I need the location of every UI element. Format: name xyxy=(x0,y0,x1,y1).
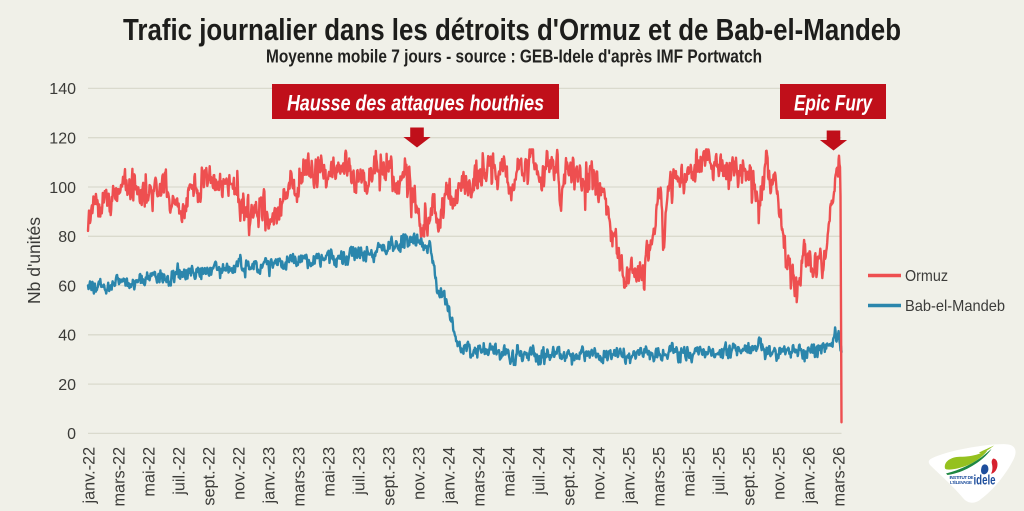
svg-text:juil.-25: juil.-25 xyxy=(710,447,728,496)
svg-text:sept.-22: sept.-22 xyxy=(200,447,218,506)
svg-text:80: 80 xyxy=(58,229,76,246)
svg-text:Hausse des attaques houthies: Hausse des attaques houthies xyxy=(287,91,544,116)
svg-text:Moyenne mobile 7 jours - sourc: Moyenne mobile 7 jours - source : GEB-Id… xyxy=(266,47,762,67)
svg-text:sept.-25: sept.-25 xyxy=(740,447,758,506)
svg-text:Epic Fury: Epic Fury xyxy=(794,91,873,116)
svg-text:20: 20 xyxy=(58,377,76,394)
svg-text:mai-23: mai-23 xyxy=(320,447,338,497)
svg-text:nov.-23: nov.-23 xyxy=(410,447,428,500)
svg-text:mai-25: mai-25 xyxy=(680,447,698,497)
svg-text:Nb d'unités: Nb d'unités xyxy=(24,217,44,304)
svg-text:40: 40 xyxy=(58,328,76,345)
svg-text:nov.-24: nov.-24 xyxy=(590,447,608,500)
svg-text:sept.-24: sept.-24 xyxy=(560,447,578,506)
svg-text:mai-24: mai-24 xyxy=(500,447,518,497)
svg-text:janv.-25: janv.-25 xyxy=(620,447,638,505)
svg-text:60: 60 xyxy=(58,278,76,295)
svg-text:140: 140 xyxy=(49,81,76,98)
svg-text:mars-24: mars-24 xyxy=(470,447,488,507)
svg-text:juil.-23: juil.-23 xyxy=(350,447,368,496)
svg-text:janv.-22: janv.-22 xyxy=(80,447,98,505)
svg-text:mars-25: mars-25 xyxy=(650,447,668,507)
svg-text:Bab-el-Mandeb: Bab-el-Mandeb xyxy=(905,298,1005,315)
svg-text:idele: idele xyxy=(974,473,996,488)
svg-text:INSTITUT DE: INSTITUT DE xyxy=(950,475,974,480)
svg-text:mai-22: mai-22 xyxy=(140,447,158,497)
svg-text:janv.-23: janv.-23 xyxy=(260,447,278,505)
svg-text:juil.-22: juil.-22 xyxy=(170,447,188,496)
svg-text:sept.-23: sept.-23 xyxy=(380,447,398,506)
svg-text:juil.-24: juil.-24 xyxy=(530,447,548,496)
svg-text:mars-26: mars-26 xyxy=(830,447,848,507)
svg-text:100: 100 xyxy=(49,180,76,197)
svg-text:Ormuz: Ormuz xyxy=(905,268,948,285)
svg-text:nov.-22: nov.-22 xyxy=(230,447,248,500)
svg-text:120: 120 xyxy=(49,131,76,148)
svg-text:mars-23: mars-23 xyxy=(290,447,308,507)
svg-text:L'ÉLEVAGE: L'ÉLEVAGE xyxy=(950,478,972,485)
svg-text:nov.-25: nov.-25 xyxy=(770,447,788,500)
svg-text:0: 0 xyxy=(67,426,76,443)
svg-text:janv.-26: janv.-26 xyxy=(800,447,818,505)
svg-text:Trafic journalier dans les dét: Trafic journalier dans les détroits d'Or… xyxy=(123,12,901,47)
svg-text:janv.-24: janv.-24 xyxy=(440,447,458,505)
svg-text:mars-22: mars-22 xyxy=(110,447,128,507)
